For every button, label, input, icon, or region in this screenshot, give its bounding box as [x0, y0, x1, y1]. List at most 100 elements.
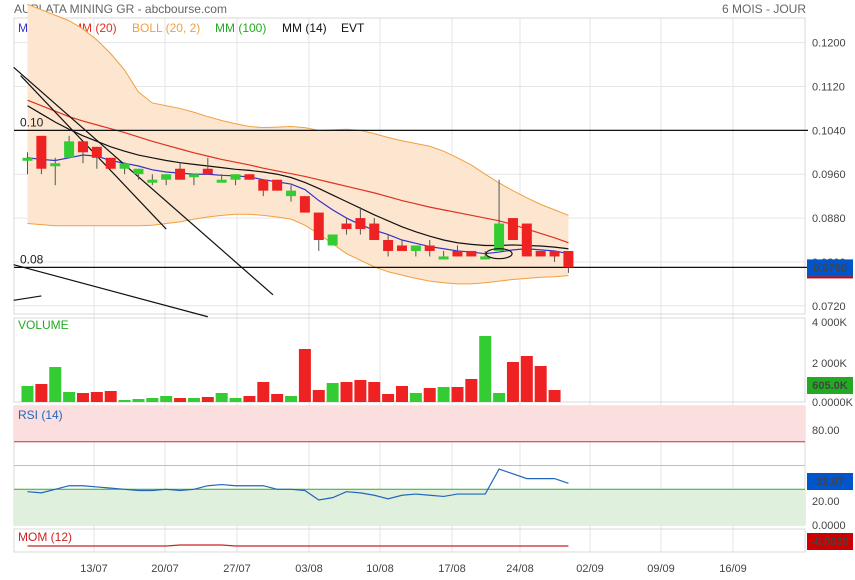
candle-down: [244, 174, 255, 180]
rsi-oversold-zone: [14, 489, 805, 525]
trend-line: [13, 295, 42, 301]
candle-down: [341, 223, 352, 230]
volume-bar: [423, 388, 436, 402]
last-rsi-box: [807, 473, 853, 490]
volume-bar: [118, 400, 131, 402]
rsi-overbought-zone: [14, 406, 805, 442]
candle-down: [36, 135, 47, 169]
date-tick-label: 03/08: [295, 563, 323, 575]
volume-bar: [520, 356, 533, 402]
volume-bar: [160, 396, 173, 402]
candle-up: [64, 141, 75, 158]
panel-frame: [13, 317, 806, 403]
candle-up: [188, 174, 199, 178]
volume-bar: [409, 393, 422, 402]
legend-entry: MM (14): [282, 21, 327, 35]
volume-bar: [63, 392, 76, 402]
candle-down: [355, 218, 366, 230]
volume-bar: [49, 367, 62, 402]
date-tick-label: 09/09: [647, 563, 675, 575]
volume-bar: [451, 387, 464, 402]
price-tick-label: 0.1200: [812, 38, 846, 50]
volume-bar: [146, 398, 159, 402]
panel-frame: [13, 528, 806, 553]
date-axis: 13/07 20/07 27/07 03/08 10/08 17/08 24/08 02/09…: [80, 563, 747, 575]
candle-up: [327, 234, 338, 246]
candle-up: [119, 163, 130, 169]
trend-line: [13, 66, 274, 296]
last-price-box: [807, 259, 853, 277]
rsi-line: [27, 468, 569, 501]
candle-down: [299, 196, 310, 213]
volume-bar: [21, 386, 34, 402]
candle-up: [50, 163, 61, 167]
price-tick-label: 0.0880: [812, 213, 846, 225]
candle-up: [438, 256, 449, 260]
price-tick-label: 0.0960: [812, 169, 846, 181]
rsi-tick-label: 20.00: [812, 496, 840, 508]
last-price-underline: [807, 276, 853, 279]
volume-bar: [298, 349, 311, 402]
candle-up: [480, 256, 491, 260]
date-tick-label: 02/09: [576, 563, 604, 575]
volume-bar: [340, 382, 353, 402]
volume-bar: [257, 382, 270, 402]
last-mom-label: -0.0030: [811, 536, 848, 548]
volume-bar: [368, 382, 381, 402]
period-label[interactable]: 6 MOIS - JOUR: [722, 2, 806, 16]
volume-bar: [243, 396, 256, 402]
bollinger-lower-line: [27, 213, 569, 285]
candle-down: [383, 240, 394, 251]
candle-down: [258, 179, 269, 191]
volume-bar: [201, 397, 214, 402]
candle-down: [91, 146, 102, 158]
mom-line: [27, 544, 569, 547]
bollinger-band-fill: [27, 4, 569, 284]
volume-bar: [465, 379, 478, 402]
volume-bar: [35, 384, 48, 402]
volume-bar: [229, 398, 242, 402]
candle-down: [396, 245, 407, 251]
candle-down: [77, 141, 88, 153]
candle-up: [410, 245, 421, 251]
last-mom-box: [807, 533, 853, 550]
mom-panel: MOM (12) -0.0030: [18, 530, 853, 550]
candle-down: [175, 168, 186, 180]
volume-tick-label: 4 000K: [812, 317, 848, 329]
candle-up: [133, 168, 144, 175]
volume-panel: VOLUME 4 000K 2 000K 0.0000K 605.0K: [18, 317, 854, 409]
volume-bar: [76, 393, 89, 402]
rsi-label: RSI (14): [18, 408, 63, 422]
volume-bar: [382, 394, 395, 402]
candle-down: [563, 250, 574, 268]
candle-down: [369, 223, 380, 240]
volume-bar: [104, 391, 117, 402]
mm7-line: [27, 154, 569, 255]
volume-bar: [395, 386, 408, 402]
candle-down: [272, 179, 283, 191]
date-tick-label: 10/08: [366, 563, 394, 575]
volume-tick-label: 2 000K: [812, 358, 848, 370]
legend-entry: EVT: [341, 21, 365, 35]
level-label: 0.10: [20, 115, 44, 129]
volume-bar: [285, 396, 298, 402]
volume-bar: [479, 336, 492, 402]
volume-bar: [493, 393, 506, 402]
candle-up: [494, 223, 505, 251]
volume-bar: [534, 366, 547, 402]
candle-down: [452, 250, 463, 257]
volume-bar: [437, 387, 450, 402]
candle-up: [216, 179, 227, 183]
price-tick-label: 0.0720: [812, 301, 846, 313]
date-tick-label: 17/08: [438, 563, 466, 575]
volume-bar: [174, 398, 187, 402]
volume-bar: [506, 362, 519, 402]
date-tick-label: 24/08: [506, 563, 534, 575]
date-tick-label: 16/09: [719, 563, 747, 575]
rsi-tick-label: 80.00: [812, 425, 840, 437]
candle-up: [147, 179, 158, 183]
last-price-label: 0.0790: [813, 262, 847, 274]
volume-bar: [271, 394, 284, 402]
